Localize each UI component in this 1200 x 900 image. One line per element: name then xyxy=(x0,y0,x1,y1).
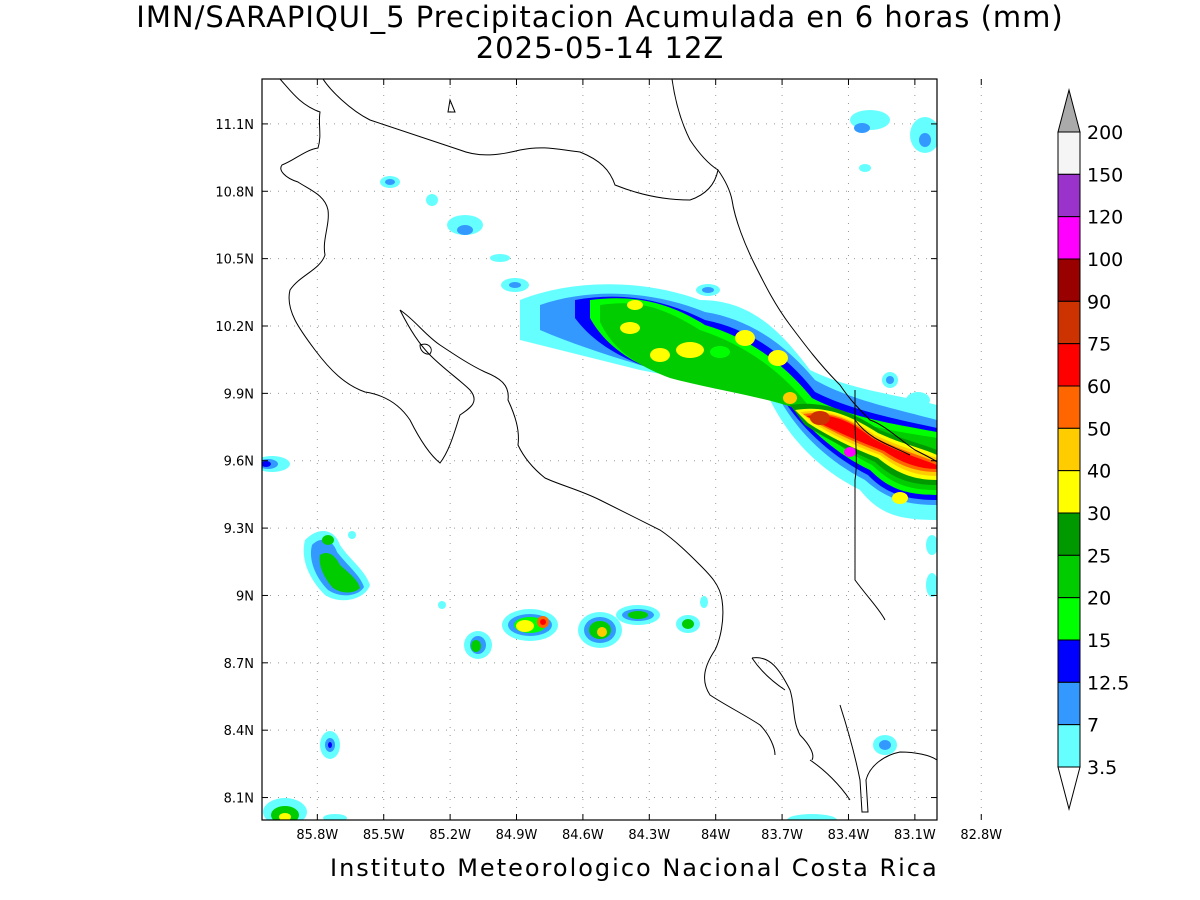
lat-tick-label: 9N xyxy=(236,589,254,604)
lat-tick-label: 9.3N xyxy=(224,522,254,537)
colorbar-label: 30 xyxy=(1087,503,1111,525)
colorbar-label: 40 xyxy=(1087,461,1111,483)
colorbar-label: 15 xyxy=(1087,630,1111,652)
lat-tick-label: 8.7N xyxy=(224,657,254,672)
colorbar-label: 25 xyxy=(1087,545,1111,567)
lat-tick-label: 9.6N xyxy=(224,455,254,470)
lat-tick-label: 10.5N xyxy=(215,253,254,268)
lon-tick-label: 84.6W xyxy=(562,828,604,843)
colorbar-label: 12.5 xyxy=(1087,672,1129,694)
lat-tick-label: 9.9N xyxy=(224,387,254,402)
lon-tick-label: 82.8W xyxy=(960,828,1002,843)
lat-tick-label: 10.8N xyxy=(215,185,254,200)
lat-axis: 11.1N 10.8N 10.5N 10.2N 9.9N 9.6N 9.3N 9N 8.7N 8.… xyxy=(215,118,937,807)
colorbar-label: 3.5 xyxy=(1087,757,1117,779)
colorbar-swatch xyxy=(1057,173,1081,218)
colorbar-bottom-arrow xyxy=(1057,766,1081,811)
colorbar-swatch xyxy=(1057,639,1081,683)
lat-tick-label: 10.2N xyxy=(215,320,254,335)
colorbar-label: 75 xyxy=(1087,334,1111,356)
lat-tick-label: 8.4N xyxy=(224,724,254,739)
colorbar-label: 120 xyxy=(1087,207,1123,229)
lat-tick-label: 11.1N xyxy=(215,118,254,133)
colorbar-label: 90 xyxy=(1087,291,1111,313)
colorbar-swatch xyxy=(1057,385,1081,429)
lon-tick-label: 85.2W xyxy=(429,828,471,843)
lon-tick-label: 84.3W xyxy=(628,828,670,843)
colorbar-label: 7 xyxy=(1087,715,1099,737)
precip-band-caribbean xyxy=(520,284,937,520)
colorbar-swatch xyxy=(1057,300,1081,345)
footer-credit: Instituto Meteorologico Nacional Costa R… xyxy=(330,854,939,882)
colorbar-label: 100 xyxy=(1087,249,1123,271)
colorbar-swatch xyxy=(1057,512,1081,556)
colorbar-swatch xyxy=(1057,427,1081,472)
lon-axis: 85.8W 85.5W 85.2W 84.9W 84.6W 84.3W 84W 83.7W 83… xyxy=(296,79,1002,843)
colorbar-swatch xyxy=(1057,597,1081,641)
page-title: IMN/SARAPIQUI_5 Precipitacion Acumulada … xyxy=(136,0,1064,34)
colorbar-legend: 200 150 120 100 90 75 60 50 40 30 25 20 15 12.5 7 3.5 xyxy=(1057,88,1129,811)
colorbar-swatch xyxy=(1057,724,1081,768)
lat-tick-label: 8.1N xyxy=(224,792,254,807)
lon-tick-label: 84.9W xyxy=(496,828,538,843)
coastlines xyxy=(279,79,937,813)
lon-tick-label: 83.7W xyxy=(761,828,803,843)
colorbar-label: 60 xyxy=(1087,376,1111,398)
colorbar-swatch xyxy=(1057,681,1081,726)
precip-cells-west xyxy=(262,456,370,820)
colorbar-swatch xyxy=(1057,131,1081,175)
plot-frame xyxy=(261,78,938,821)
precip-cells-south xyxy=(438,535,937,820)
colorbar-top-arrow xyxy=(1057,88,1081,133)
colorbar-swatch xyxy=(1057,470,1081,514)
colorbar-label: 50 xyxy=(1087,418,1111,440)
colorbar-swatch xyxy=(1057,258,1081,302)
colorbar-swatch xyxy=(1057,216,1081,260)
lon-tick-label: 84W xyxy=(701,828,731,843)
lon-tick-label: 85.8W xyxy=(296,828,338,843)
colorbar-label: 200 xyxy=(1087,122,1123,144)
precip-cells-north xyxy=(380,110,937,408)
colorbar-label: 150 xyxy=(1087,164,1123,186)
colorbar-swatch xyxy=(1057,343,1081,387)
lon-tick-label: 83.1W xyxy=(894,828,936,843)
precipitation-field xyxy=(262,110,937,820)
lon-tick-label: 83.4W xyxy=(828,828,870,843)
colorbar-label: 20 xyxy=(1087,588,1111,610)
lon-tick-label: 85.5W xyxy=(363,828,405,843)
page-subtitle: 2025-05-14 12Z xyxy=(475,31,725,65)
colorbar-swatch xyxy=(1057,554,1081,599)
grid-lines xyxy=(262,79,982,820)
